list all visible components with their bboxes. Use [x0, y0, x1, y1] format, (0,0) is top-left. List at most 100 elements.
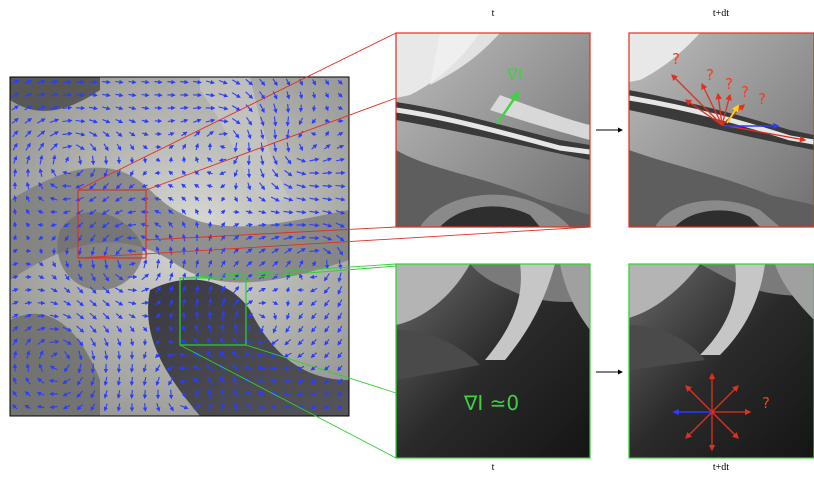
flow-arrow: [76, 404, 83, 411]
flow-arrow: [129, 326, 135, 333]
flow-arrow: [76, 390, 84, 398]
flow-arrow: [26, 350, 31, 359]
flow-arrow: [155, 286, 162, 294]
flow-arrow: [193, 404, 202, 410]
flow-arrow: [233, 223, 240, 228]
flow-arrow: [12, 275, 19, 280]
flow-arrow: [208, 285, 213, 294]
flow-arrow: [310, 391, 317, 396]
flow-arrow: [89, 299, 97, 307]
flow-arrow: [324, 79, 330, 86]
flow-arrow: [50, 143, 58, 151]
flow-arrow: [155, 313, 161, 319]
flow-arrow: [181, 298, 187, 307]
flow-arrow: [37, 105, 46, 111]
flow-arrow: [181, 131, 188, 137]
flow-arrow: [193, 338, 201, 346]
flow-arrow: [194, 298, 200, 307]
flow-arrow: [143, 258, 148, 269]
flow-arrow: [141, 79, 150, 85]
flow-arrow: [272, 300, 279, 305]
flow-arrow: [116, 143, 122, 151]
flow-arrow: [337, 312, 343, 321]
flow-arrow: [323, 365, 330, 371]
svg-text:?: ?: [672, 50, 680, 68]
flow-arrow: [168, 389, 174, 400]
flow-arrow: [258, 248, 266, 254]
red-projection-line: [145, 226, 397, 241]
flow-arrow: [323, 378, 330, 384]
flow-arrow: [259, 168, 265, 179]
flow-arrow: [167, 79, 176, 85]
flow-arrow: [270, 209, 281, 215]
flow-arrow: [284, 156, 292, 165]
flow-arrow: [62, 144, 73, 149]
flow-arrow: [233, 142, 238, 153]
flow-arrow: [76, 312, 85, 320]
flow-arrow: [296, 171, 307, 176]
flow-arrow: [311, 260, 317, 267]
flow-arrow: [323, 144, 331, 150]
flow-arrow: [284, 338, 292, 346]
flow-arrow: [169, 272, 174, 281]
flow-arrow: [337, 285, 343, 295]
flow-arrow: [311, 92, 317, 99]
flow-arrow: [154, 79, 163, 85]
flow-arrow: [12, 313, 19, 319]
flow-arrow: [338, 259, 343, 270]
flow-arrow: [194, 221, 200, 228]
flow-arrow: [127, 196, 136, 202]
flow-arrow: [285, 325, 291, 333]
main-image-border: [9, 76, 350, 417]
flow-arrow: [129, 377, 135, 386]
flow-arrow: [90, 273, 96, 282]
flow-arrow: [24, 105, 33, 111]
flow-arrow: [142, 131, 149, 136]
flow-arrow: [38, 261, 44, 267]
flow-arrow: [77, 247, 83, 256]
flow-arrow: [77, 363, 82, 374]
flow-arrow: [194, 311, 200, 320]
red-arrow-star: [685, 372, 752, 452]
flow-arrow: [11, 117, 19, 124]
flow-arrow: [168, 246, 174, 255]
flow-arrow: [283, 183, 293, 189]
flow-arrow: [130, 170, 135, 177]
flow-arrow: [233, 247, 240, 254]
flow-arrow: [24, 326, 32, 332]
flow-arrow: [323, 273, 330, 282]
flow-arrow: [273, 142, 278, 153]
flow-arrow: [141, 92, 150, 98]
flow-arrow: [181, 272, 187, 281]
flow-arrow: [260, 129, 265, 140]
flow-arrow: [168, 233, 173, 242]
flow-arrow: [258, 78, 266, 86]
flow-arrow: [62, 209, 71, 215]
flow-arrow: [78, 350, 83, 361]
flow-arrow: [142, 403, 148, 412]
flow-arrow: [311, 105, 317, 112]
flow-arrow: [104, 350, 109, 361]
flow-arrow: [154, 196, 161, 202]
flow-arrow: [296, 248, 306, 254]
svg-text:?: ?: [706, 66, 714, 84]
flow-arrow: [180, 404, 189, 410]
flow-arrow: [64, 351, 71, 360]
flow-arrow: [309, 210, 320, 215]
flow-arrow: [38, 142, 45, 151]
flow-arrow: [192, 377, 201, 385]
flow-arrow: [155, 246, 160, 256]
flow-arrow: [271, 405, 278, 410]
flow-arrow: [246, 129, 252, 140]
flow-arrow: [324, 105, 329, 112]
flow-arrow: [76, 299, 84, 307]
flow-arrow: [128, 92, 137, 98]
flow-arrow: [324, 259, 330, 270]
flow-arrow: [337, 338, 343, 346]
flow-arrow: [37, 377, 45, 384]
flow-arrow: [62, 118, 73, 124]
flow-arrow: [322, 223, 333, 228]
flow-arrow: [246, 116, 253, 126]
flow-arrow: [218, 79, 228, 85]
flow-arrow: [272, 116, 278, 127]
